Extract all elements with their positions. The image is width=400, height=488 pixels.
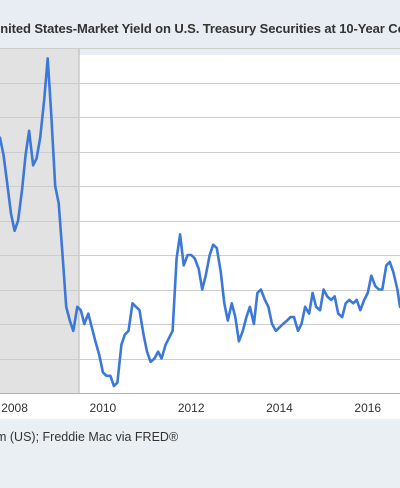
x-tick-label-2012: 2012 <box>178 401 205 415</box>
x-tick-label-2014: 2014 <box>266 401 293 415</box>
x-tick-label-2008: 2008 <box>1 401 28 415</box>
footer <box>0 419 400 488</box>
x-tick-label-2016: 2016 <box>354 401 381 415</box>
x-tick-label-2010: 2010 <box>90 401 117 415</box>
line-chart: 2008 2010 2012 2014 2016 <box>0 48 400 415</box>
chart-title: United States-Market Yield on U.S. Treas… <box>0 21 400 36</box>
series-line-0 <box>0 57 400 388</box>
source-credit: m (US); Freddie Mac via FRED® <box>0 430 179 444</box>
title-bar: United States-Market Yield on U.S. Treas… <box>0 0 400 55</box>
